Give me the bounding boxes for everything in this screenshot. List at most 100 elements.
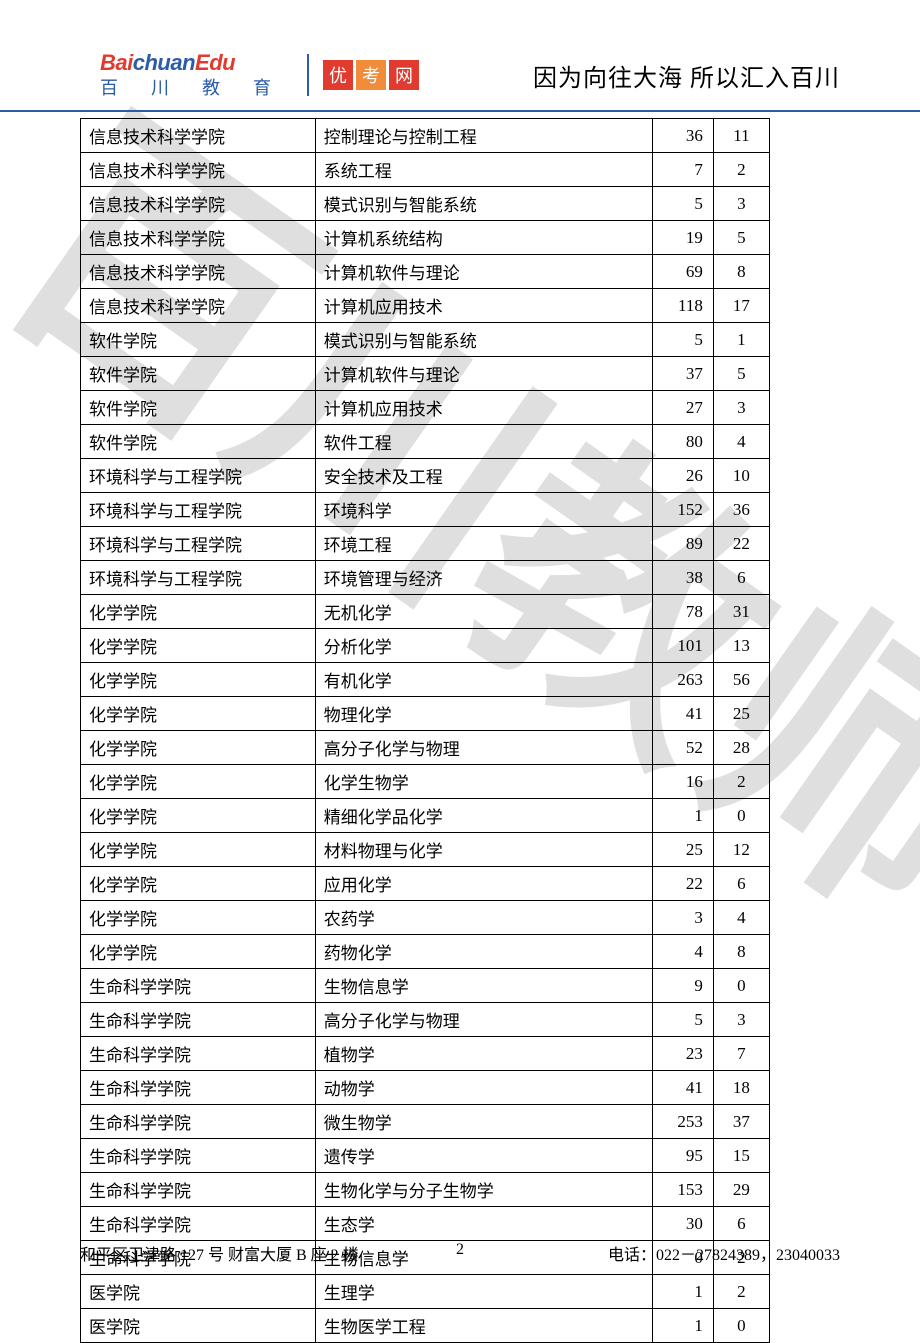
table-cell: 高分子化学与物理 (315, 731, 652, 765)
table-cell: 信息技术科学学院 (81, 221, 316, 255)
logo-part-edu: Edu (195, 50, 235, 75)
table-cell: 118 (652, 289, 713, 323)
table-cell: 控制理论与控制工程 (315, 119, 652, 153)
table-cell: 41 (652, 1071, 713, 1105)
table-cell: 软件学院 (81, 425, 316, 459)
table-cell: 生理学 (315, 1275, 652, 1309)
table-cell: 微生物学 (315, 1105, 652, 1139)
table-cell: 物理化学 (315, 697, 652, 731)
table-cell: 环境科学与工程学院 (81, 493, 316, 527)
table-cell: 信息技术科学学院 (81, 255, 316, 289)
table-cell: 动物学 (315, 1071, 652, 1105)
table-cell: 36 (713, 493, 769, 527)
table-cell: 环境科学与工程学院 (81, 527, 316, 561)
table-row: 生命科学学院生物信息学90 (81, 969, 770, 1003)
table-cell: 153 (652, 1173, 713, 1207)
table-cell: 0 (713, 969, 769, 1003)
table-cell: 3 (652, 901, 713, 935)
table-row: 生命科学学院生物化学与分子生物学15329 (81, 1173, 770, 1207)
table-cell: 计算机软件与理论 (315, 255, 652, 289)
table-cell: 8 (713, 935, 769, 969)
youkao-char-3: 网 (389, 60, 419, 90)
table-cell: 26 (652, 459, 713, 493)
footer-address: 和平区卫津路 127 号 财富大厦 B 座 2 楼 (80, 1241, 359, 1265)
table-cell: 5 (652, 323, 713, 357)
data-table: 信息技术科学学院控制理论与控制工程3611信息技术科学学院系统工程72信息技术科… (80, 118, 770, 1343)
table-row: 化学学院无机化学7831 (81, 595, 770, 629)
table-row: 环境科学与工程学院安全技术及工程2610 (81, 459, 770, 493)
table-row: 信息技术科学学院系统工程72 (81, 153, 770, 187)
table-cell: 1 (652, 799, 713, 833)
table-cell: 27 (652, 391, 713, 425)
header-slogan: 因为向往大海 所以汇入百川 (533, 58, 840, 93)
table-cell: 3 (713, 187, 769, 221)
table-row: 环境科学与工程学院环境科学15236 (81, 493, 770, 527)
table-row: 信息技术科学学院模式识别与智能系统53 (81, 187, 770, 221)
table-cell: 0 (713, 799, 769, 833)
footer-phone: 电话：022－27824389，23040033 (608, 1241, 840, 1265)
table-cell: 化学学院 (81, 697, 316, 731)
table-cell: 计算机软件与理论 (315, 357, 652, 391)
table-cell: 化学学院 (81, 833, 316, 867)
table-cell: 信息技术科学学院 (81, 119, 316, 153)
table-cell: 263 (652, 663, 713, 697)
table-cell: 1 (652, 1309, 713, 1343)
table-cell: 材料物理与化学 (315, 833, 652, 867)
youkao-char-1: 优 (323, 60, 353, 90)
youkao-logo: 优 考 网 (323, 60, 419, 90)
table-row: 环境科学与工程学院环境管理与经济386 (81, 561, 770, 595)
table-cell: 152 (652, 493, 713, 527)
table-cell: 7 (713, 1037, 769, 1071)
table-cell: 生命科学学院 (81, 1003, 316, 1037)
table-cell: 41 (652, 697, 713, 731)
table-row: 生命科学学院高分子化学与物理53 (81, 1003, 770, 1037)
table-cell: 11 (713, 119, 769, 153)
table-cell: 52 (652, 731, 713, 765)
table-cell: 2 (713, 153, 769, 187)
youkao-char-2: 考 (356, 60, 386, 90)
page-footer: 和平区卫津路 127 号 财富大厦 B 座 2 楼 2 电话：022－27824… (0, 1241, 920, 1265)
table-cell: 药物化学 (315, 935, 652, 969)
table-cell: 化学学院 (81, 935, 316, 969)
table-cell: 25 (652, 833, 713, 867)
table-row: 医学院生物医学工程10 (81, 1309, 770, 1343)
table-cell: 37 (652, 357, 713, 391)
table-cell: 18 (713, 1071, 769, 1105)
table-cell: 38 (652, 561, 713, 595)
page-header: BaichuanEdu 百 川 教 育 优 考 网 因为向往大海 所以汇入百川 (0, 0, 920, 112)
table-cell: 计算机应用技术 (315, 391, 652, 425)
table-cell: 37 (713, 1105, 769, 1139)
table-cell: 化学学院 (81, 663, 316, 697)
header-divider (307, 54, 309, 96)
footer-page-number: 2 (456, 1241, 464, 1259)
table-cell: 计算机系统结构 (315, 221, 652, 255)
table-row: 软件学院计算机应用技术273 (81, 391, 770, 425)
table-cell: 高分子化学与物理 (315, 1003, 652, 1037)
table-cell: 化学学院 (81, 765, 316, 799)
table-cell: 化学学院 (81, 731, 316, 765)
table-cell: 生物化学与分子生物学 (315, 1173, 652, 1207)
table-cell: 16 (652, 765, 713, 799)
table-cell: 1 (713, 323, 769, 357)
table-cell: 生物医学工程 (315, 1309, 652, 1343)
table-row: 信息技术科学学院计算机软件与理论698 (81, 255, 770, 289)
table-row: 化学学院高分子化学与物理5228 (81, 731, 770, 765)
table-cell: 化学学院 (81, 867, 316, 901)
table-cell: 89 (652, 527, 713, 561)
table-row: 化学学院药物化学48 (81, 935, 770, 969)
table-cell: 6 (713, 867, 769, 901)
logo-brand-en: BaichuanEdu (100, 50, 285, 76)
table-cell: 2 (713, 1275, 769, 1309)
table-cell: 精细化学品化学 (315, 799, 652, 833)
table-cell: 10 (713, 459, 769, 493)
table-cell: 6 (713, 1207, 769, 1241)
logo-part-chuan: chuan (133, 50, 195, 75)
table-cell: 生物信息学 (315, 969, 652, 1003)
table-cell: 软件学院 (81, 391, 316, 425)
table-cell: 生命科学学院 (81, 1173, 316, 1207)
table-cell: 19 (652, 221, 713, 255)
table-cell: 生命科学学院 (81, 1207, 316, 1241)
table-row: 信息技术科学学院计算机系统结构195 (81, 221, 770, 255)
table-cell: 环境管理与经济 (315, 561, 652, 595)
table-cell: 4 (713, 901, 769, 935)
